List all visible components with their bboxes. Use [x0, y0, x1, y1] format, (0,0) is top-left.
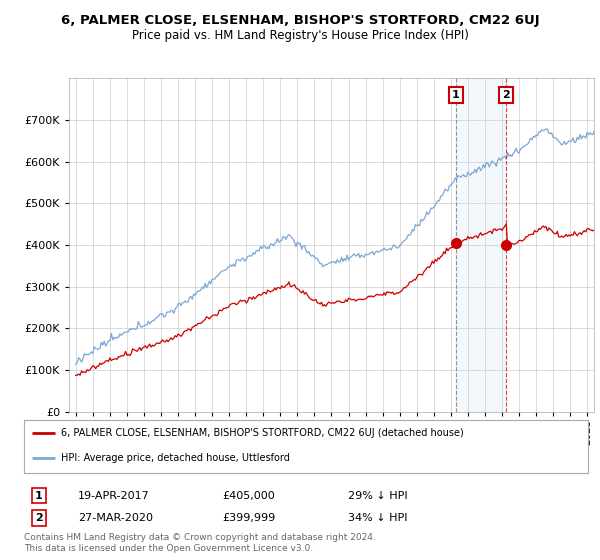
Text: 29% ↓ HPI: 29% ↓ HPI: [348, 491, 407, 501]
Text: 27-MAR-2020: 27-MAR-2020: [78, 513, 153, 523]
Text: 6, PALMER CLOSE, ELSENHAM, BISHOP'S STORTFORD, CM22 6UJ: 6, PALMER CLOSE, ELSENHAM, BISHOP'S STOR…: [61, 14, 539, 27]
Text: Contains HM Land Registry data © Crown copyright and database right 2024.
This d: Contains HM Land Registry data © Crown c…: [24, 533, 376, 553]
Text: 1: 1: [35, 491, 43, 501]
Text: 1: 1: [452, 90, 460, 100]
Text: 2: 2: [502, 90, 510, 100]
Text: 19-APR-2017: 19-APR-2017: [78, 491, 150, 501]
Text: Price paid vs. HM Land Registry's House Price Index (HPI): Price paid vs. HM Land Registry's House …: [131, 29, 469, 42]
Text: 6, PALMER CLOSE, ELSENHAM, BISHOP'S STORTFORD, CM22 6UJ (detached house): 6, PALMER CLOSE, ELSENHAM, BISHOP'S STOR…: [61, 428, 463, 438]
Text: £405,000: £405,000: [222, 491, 275, 501]
Text: HPI: Average price, detached house, Uttlesford: HPI: Average price, detached house, Uttl…: [61, 453, 290, 463]
Text: 34% ↓ HPI: 34% ↓ HPI: [348, 513, 407, 523]
Text: 2: 2: [35, 513, 43, 523]
Bar: [456, 78, 506, 412]
Text: £399,999: £399,999: [222, 513, 275, 523]
